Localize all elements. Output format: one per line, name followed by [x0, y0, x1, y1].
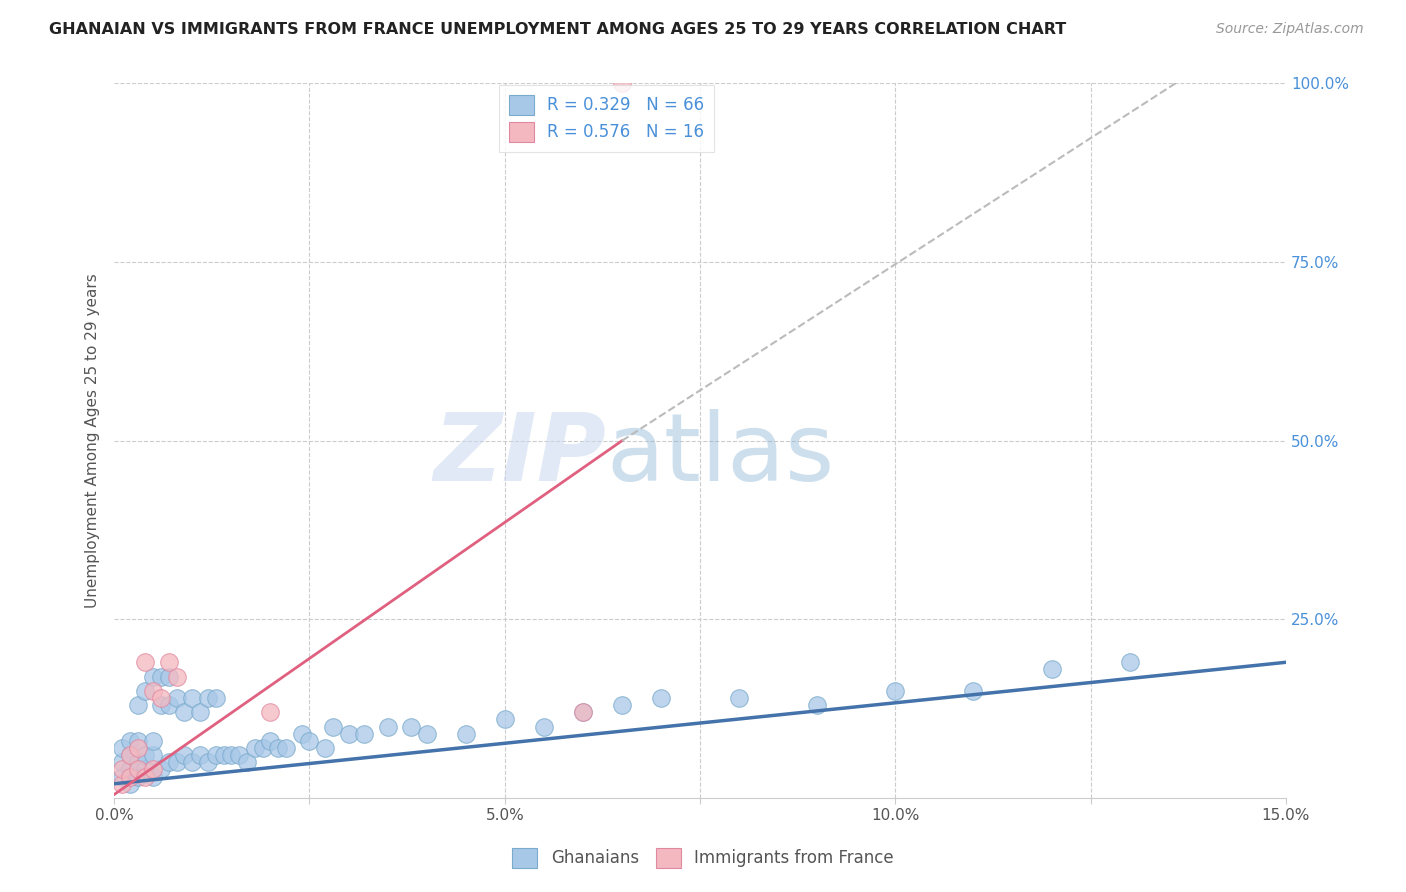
Point	[188, 748, 211, 763]
Point	[259, 734, 281, 748]
Point	[204, 691, 226, 706]
Point	[118, 734, 141, 748]
Point	[118, 748, 141, 763]
Point	[134, 655, 156, 669]
Point	[142, 748, 165, 763]
Point	[197, 756, 219, 770]
Point	[150, 669, 173, 683]
Point	[806, 698, 828, 713]
Point	[157, 756, 180, 770]
Point	[150, 763, 173, 777]
Point	[259, 706, 281, 720]
Point	[127, 763, 149, 777]
Point	[142, 734, 165, 748]
Text: GHANAIAN VS IMMIGRANTS FROM FRANCE UNEMPLOYMENT AMONG AGES 25 TO 29 YEARS CORREL: GHANAIAN VS IMMIGRANTS FROM FRANCE UNEMP…	[49, 22, 1067, 37]
Point	[134, 763, 156, 777]
Point	[134, 684, 156, 698]
Point	[142, 669, 165, 683]
Point	[173, 706, 195, 720]
Point	[221, 748, 243, 763]
Point	[314, 741, 336, 756]
Point	[127, 756, 149, 770]
Point	[111, 741, 134, 756]
Point	[377, 720, 399, 734]
Point	[127, 698, 149, 713]
Point	[572, 706, 595, 720]
Text: atlas: atlas	[606, 409, 835, 501]
Point	[243, 741, 266, 756]
Point	[166, 669, 188, 683]
Point	[111, 777, 134, 791]
Point	[150, 698, 173, 713]
Point	[204, 748, 226, 763]
Point	[610, 77, 633, 91]
Point	[212, 748, 235, 763]
Point	[572, 706, 595, 720]
Point	[157, 669, 180, 683]
Point	[134, 770, 156, 784]
Point	[118, 763, 141, 777]
Point	[399, 720, 422, 734]
Point	[157, 655, 180, 669]
Point	[173, 748, 195, 763]
Point	[150, 691, 173, 706]
Point	[157, 698, 180, 713]
Text: ZIP: ZIP	[433, 409, 606, 501]
Y-axis label: Unemployment Among Ages 25 to 29 years: Unemployment Among Ages 25 to 29 years	[86, 273, 100, 608]
Point	[228, 748, 250, 763]
Point	[1040, 662, 1063, 676]
Point	[197, 691, 219, 706]
Point	[181, 756, 204, 770]
Point	[181, 691, 204, 706]
Point	[111, 763, 134, 777]
Point	[267, 741, 290, 756]
Point	[494, 713, 516, 727]
Point	[298, 734, 321, 748]
Point	[111, 770, 134, 784]
Point	[166, 691, 188, 706]
Point	[533, 720, 555, 734]
Point	[118, 777, 141, 791]
Point	[650, 691, 672, 706]
Point	[134, 748, 156, 763]
Legend: Ghanaians, Immigrants from France: Ghanaians, Immigrants from France	[506, 841, 900, 875]
Point	[962, 684, 984, 698]
Point	[118, 770, 141, 784]
Point	[610, 698, 633, 713]
Point	[884, 684, 907, 698]
Point	[127, 770, 149, 784]
Point	[127, 734, 149, 748]
Point	[337, 727, 360, 741]
Point	[142, 763, 165, 777]
Point	[118, 748, 141, 763]
Point	[236, 756, 259, 770]
Point	[142, 684, 165, 698]
Text: Source: ZipAtlas.com: Source: ZipAtlas.com	[1216, 22, 1364, 37]
Legend: R = 0.329   N = 66, R = 0.576   N = 16: R = 0.329 N = 66, R = 0.576 N = 16	[499, 85, 714, 152]
Point	[728, 691, 751, 706]
Point	[415, 727, 437, 741]
Point	[291, 727, 314, 741]
Point	[142, 770, 165, 784]
Point	[274, 741, 297, 756]
Point	[166, 756, 188, 770]
Point	[454, 727, 477, 741]
Point	[252, 741, 274, 756]
Point	[127, 741, 149, 756]
Point	[1119, 655, 1142, 669]
Point	[322, 720, 344, 734]
Point	[188, 706, 211, 720]
Point	[353, 727, 375, 741]
Point	[111, 756, 134, 770]
